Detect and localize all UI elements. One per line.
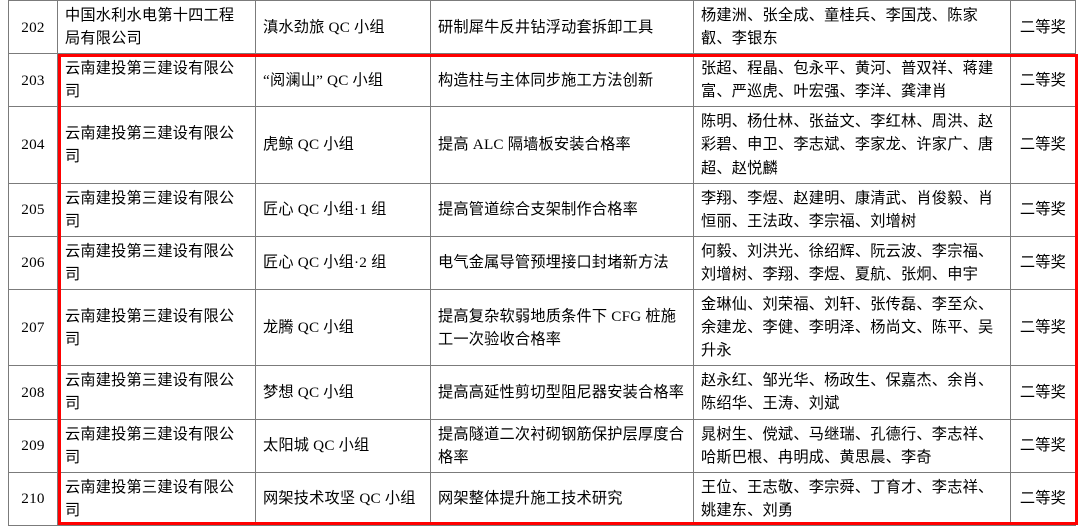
achievement-title-cell: 构造柱与主体同步施工方法创新	[430, 53, 694, 108]
row-number-cell: 207	[8, 289, 58, 367]
member-list-cell: 张超、程晶、包永平、黄河、普双祥、蒋建富、严巡虎、叶宏强、李洋、龚津肖	[693, 53, 1011, 108]
row-number-cell: 209	[8, 418, 58, 473]
table-body: 202 中国水利水电第十四工程局有限公司 滇水劲旅 QC 小组 研制犀牛反井钻浮动套拆…	[8, 0, 1076, 526]
table-row: 205 云南建投第三建设有限公司 匠心 QC 小组·1 组提高管道综合支架制作合格率…	[8, 182, 1076, 237]
company-name-cell: 云南建投第三建设有限公司	[57, 53, 256, 108]
row-number-cell: 208	[8, 365, 58, 420]
row-number-cell: 202	[8, 0, 58, 55]
member-list-cell: 王位、王志敬、李宗舜、丁育才、李志祥、姚建东、刘勇	[693, 471, 1011, 526]
table-row: 206 云南建投第三建设有限公司 匠心 QC 小组·2 组电气金属导管预埋接口封堵新…	[8, 235, 1076, 291]
table-row: 209 云南建投第三建设有限公司 太阳城 QC 小组 提高隧道二次衬砌钢筋保护层厚度合…	[8, 418, 1076, 473]
qc-team-name-cell: 龙腾 QC 小组	[255, 289, 431, 367]
award-level-cell: 二等奖	[1010, 289, 1076, 367]
award-level-cell: 二等奖	[1010, 0, 1076, 55]
achievement-title-cell: 研制犀牛反井钻浮动套拆卸工具	[430, 0, 694, 55]
award-level-cell: 二等奖	[1010, 53, 1076, 108]
company-name-cell: 中国水利水电第十四工程局有限公司	[57, 0, 256, 55]
qc-team-name-cell: 虎鲸 QC 小组	[255, 106, 431, 184]
member-list-cell: 何毅、刘洪光、徐绍辉、阮云波、李宗福、刘增树、李翔、李煜、夏航、张炯、申宇	[693, 235, 1011, 291]
member-list-cell: 杨建洲、张全成、童桂兵、李国茂、陈家叡、李银东	[693, 0, 1011, 55]
company-name-cell: 云南建投第三建设有限公司	[57, 182, 256, 237]
member-list-cell: 晁树生、傥斌、马继瑞、孔德行、李志祥、哈斯巴根、冉明成、黄思晨、李奇	[693, 418, 1011, 473]
row-number-cell: 205	[8, 182, 58, 237]
achievement-title-cell: 提高高延性剪切型阻尼器安装合格率	[430, 365, 694, 420]
achievement-title-cell: 网架整体提升施工技术研究	[430, 471, 694, 526]
table-row: 208 云南建投第三建设有限公司 梦想 QC 小组 提高高延性剪切型阻尼器安装合格率赵…	[8, 365, 1076, 420]
table-row: 203 云南建投第三建设有限公司 “阅澜山” QC 小组 构造柱与主体同步施工方法创新…	[8, 53, 1076, 108]
member-list-cell: 陈明、杨仕林、张益文、李红林、周洪、赵彩碧、申卫、李志斌、李家龙、许家广、唐超、…	[693, 106, 1011, 184]
award-level-cell: 二等奖	[1010, 235, 1076, 291]
company-name-cell: 云南建投第三建设有限公司	[57, 235, 256, 291]
achievement-title-cell: 提高隧道二次衬砌钢筋保护层厚度合格率	[430, 418, 694, 473]
qc-team-name-cell: 匠心 QC 小组·2 组	[255, 235, 431, 291]
qc-team-name-cell: 匠心 QC 小组·1 组	[255, 182, 431, 237]
company-name-cell: 云南建投第三建设有限公司	[57, 365, 256, 420]
award-level-cell: 二等奖	[1010, 418, 1076, 473]
row-number-cell: 210	[8, 471, 58, 526]
member-list-cell: 李翔、李煜、赵建明、康清武、肖俊毅、肖恒丽、王法政、李宗福、刘增树	[693, 182, 1011, 237]
award-level-cell: 二等奖	[1010, 106, 1076, 184]
row-number-cell: 204	[8, 106, 58, 184]
row-number-cell: 203	[8, 53, 58, 108]
qc-team-name-cell: 滇水劲旅 QC 小组	[255, 0, 431, 55]
qc-team-name-cell: 梦想 QC 小组	[255, 365, 431, 420]
company-name-cell: 云南建投第三建设有限公司	[57, 471, 256, 526]
qc-team-name-cell: “阅澜山” QC 小组	[255, 53, 431, 108]
table-row: 204 云南建投第三建设有限公司 虎鲸 QC 小组 提高 ALC 隔墙板安装合格率 陈明…	[8, 106, 1076, 184]
achievement-title-cell: 提高 ALC 隔墙板安装合格率	[430, 106, 694, 184]
row-number-cell: 206	[8, 235, 58, 291]
company-name-cell: 云南建投第三建设有限公司	[57, 106, 256, 184]
qc-team-name-cell: 太阳城 QC 小组	[255, 418, 431, 473]
member-list-cell: 赵永红、邹光华、杨政生、保嘉杰、余肖、陈绍华、王涛、刘斌	[693, 365, 1011, 420]
company-name-cell: 云南建投第三建设有限公司	[57, 289, 256, 367]
achievement-title-cell: 提高复杂软弱地质条件下 CFG 桩施工一次验收合格率	[430, 289, 694, 367]
award-level-cell: 二等奖	[1010, 365, 1076, 420]
table-row: 207 云南建投第三建设有限公司 龙腾 QC 小组 提高复杂软弱地质条件下 CFG 桩…	[8, 289, 1076, 367]
table-row: 210 云南建投第三建设有限公司 网架技术攻坚 QC 小组 网架整体提升施工技术研究王…	[8, 471, 1076, 526]
achievement-title-cell: 提高管道综合支架制作合格率	[430, 182, 694, 237]
qc-team-name-cell: 网架技术攻坚 QC 小组	[255, 471, 431, 526]
achievement-title-cell: 电气金属导管预埋接口封堵新方法	[430, 235, 694, 291]
award-list-table: 202 中国水利水电第十四工程局有限公司 滇水劲旅 QC 小组 研制犀牛反井钻浮动套拆…	[8, 0, 1076, 526]
award-level-cell: 二等奖	[1010, 182, 1076, 237]
award-level-cell: 二等奖	[1010, 471, 1076, 526]
company-name-cell: 云南建投第三建设有限公司	[57, 418, 256, 473]
table-row: 202 中国水利水电第十四工程局有限公司 滇水劲旅 QC 小组 研制犀牛反井钻浮动套拆…	[8, 0, 1076, 55]
member-list-cell: 金琳仙、刘荣福、刘轩、张传磊、李至众、余建龙、李健、李明泽、杨尚文、陈平、吴升永	[693, 289, 1011, 367]
